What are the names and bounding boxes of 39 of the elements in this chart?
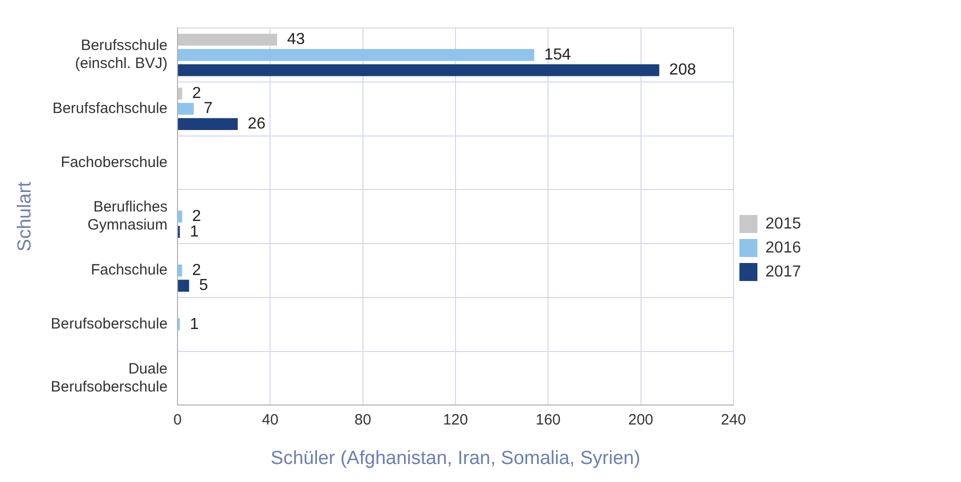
data-label: 43 xyxy=(287,31,306,48)
legend-label: 2015 xyxy=(765,215,802,232)
bar xyxy=(178,210,182,223)
data-label: 1 xyxy=(190,223,199,240)
data-label: 2 xyxy=(192,262,202,279)
x-tick-label: 200 xyxy=(628,411,654,428)
x-tick-label: 240 xyxy=(720,411,746,428)
legend-label: 2016 xyxy=(765,239,802,256)
bar xyxy=(178,264,182,276)
data-label: 1 xyxy=(190,316,199,333)
bar xyxy=(178,88,182,100)
data-label: 26 xyxy=(248,116,266,132)
bar xyxy=(178,280,190,292)
y-axis-title: Schulart xyxy=(14,181,36,252)
y-tick-label: Berufsoberschule xyxy=(50,316,168,333)
data-label: 208 xyxy=(669,62,696,79)
bar xyxy=(178,48,534,61)
y-tick-label: Berufsschule (einschl. BVJ) xyxy=(75,37,168,72)
data-label: 5 xyxy=(199,277,208,294)
x-tick-label: 160 xyxy=(536,411,561,428)
bar xyxy=(178,118,238,130)
y-tick-label: Berufsfachschule xyxy=(52,100,168,117)
y-tick-label: Duale Berufsoberschule xyxy=(50,360,168,396)
data-label: 2 xyxy=(192,84,202,102)
bar xyxy=(178,34,278,46)
legend-label: 2017 xyxy=(765,263,802,280)
x-tick-label: 80 xyxy=(354,411,372,428)
x-tick-label: 0 xyxy=(173,411,182,428)
y-tick-label: Berufliches Gymnasium xyxy=(88,198,168,234)
bar xyxy=(178,102,194,115)
data-label: 154 xyxy=(544,46,572,64)
bar xyxy=(178,64,660,76)
y-tick-label: Fachoberschule xyxy=(60,154,168,171)
y-tick-label: Fachschule xyxy=(90,262,168,279)
data-label: 7 xyxy=(204,100,213,118)
x-tick-label: 120 xyxy=(442,411,468,428)
data-label: 2 xyxy=(192,208,202,226)
x-axis-title: Schüler (Afghanistan, Iran, Somalia, Syrien) xyxy=(270,448,640,469)
x-tick-label: 40 xyxy=(262,411,279,428)
